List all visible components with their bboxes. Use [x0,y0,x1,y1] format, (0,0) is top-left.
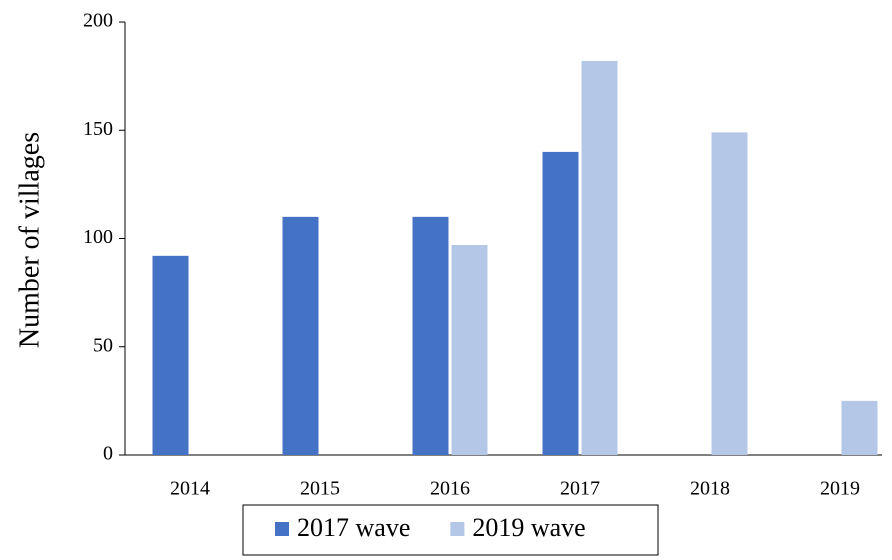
legend-label: 2017 wave [297,513,410,542]
bar [282,216,319,455]
x-tick-label: 2016 [430,478,470,500]
y-tick-label: 50 [93,334,113,356]
bar [841,400,878,455]
y-tick-label: 0 [103,443,113,465]
bar [542,151,579,455]
y-tick-label: 150 [83,118,113,140]
legend-swatch [275,522,289,536]
x-tick-label: 2018 [690,478,730,500]
bar [152,255,189,455]
y-tick-label: 200 [83,10,113,32]
x-tick-label: 2019 [820,478,860,500]
legend-label: 2019 wave [472,513,585,542]
y-tick-label: 100 [83,226,113,248]
bar [412,216,449,455]
bar [711,132,748,456]
y-axis-label: Number of villages [14,132,45,348]
x-tick-label: 2014 [170,478,210,500]
x-tick-label: 2017 [560,478,600,500]
bar [581,60,618,455]
bar [451,244,488,455]
x-tick-label: 2015 [300,478,340,500]
legend-swatch [450,522,465,536]
